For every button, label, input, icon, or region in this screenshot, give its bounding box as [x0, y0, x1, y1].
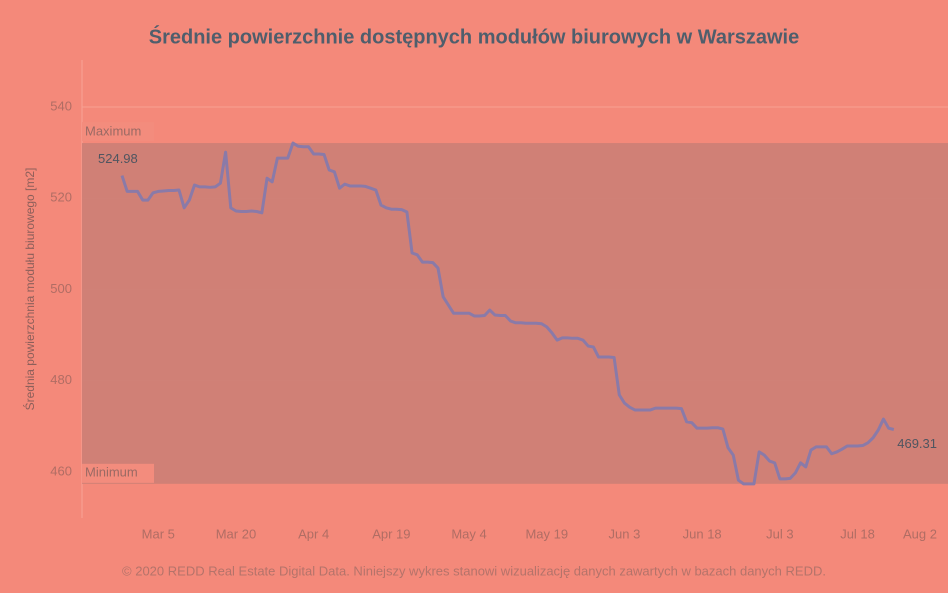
data-label: 469.31	[897, 436, 937, 451]
data-label: 524.98	[98, 151, 138, 166]
x-tick-label: May 19	[525, 526, 568, 541]
x-tick-label: Aug 2	[903, 526, 937, 541]
x-tick-label: Jul 18	[840, 526, 875, 541]
range-band	[82, 143, 948, 484]
y-tick-label: 480	[50, 372, 72, 387]
y-tick-label: 540	[50, 98, 72, 113]
y-axis-label: Średnia powierzchnia modułu biurowego [m…	[22, 168, 37, 411]
x-tick-label: Apr 4	[298, 526, 329, 541]
x-tick-label: Apr 19	[372, 526, 410, 541]
x-tick-label: Jun 18	[683, 526, 722, 541]
x-tick-label: Mar 20	[216, 526, 256, 541]
x-tick-label: May 4	[451, 526, 486, 541]
band-min-label: Minimum	[85, 464, 138, 479]
y-tick-label: 500	[50, 281, 72, 296]
x-tick-label: Mar 5	[142, 526, 175, 541]
footer: © 2020 REDD Real Estate Digital Data. Ni…	[122, 563, 826, 578]
band-max-label: Maximum	[85, 123, 141, 138]
x-tick-label: Jun 3	[609, 526, 641, 541]
y-tick-label: 520	[50, 190, 72, 205]
data-line	[120, 141, 895, 486]
band-label-bg	[82, 122, 154, 142]
y-tick-label: 460	[50, 463, 72, 478]
x-tick-label: Jul 3	[766, 526, 793, 541]
chart-title: Średnie powierzchnie dostępnych modułów …	[149, 24, 799, 48]
band-label-bg	[82, 463, 154, 483]
